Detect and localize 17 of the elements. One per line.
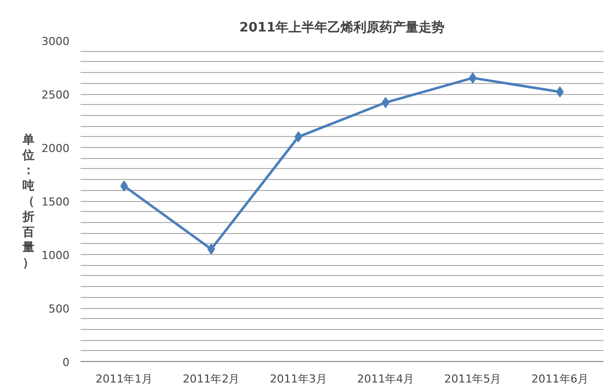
x-tick-label: 2011年4月: [357, 372, 414, 386]
y-tick-label: 500: [48, 302, 70, 316]
point: [468, 72, 477, 84]
x-tick-label: 2011年6月: [531, 372, 588, 386]
chart-title: 2011年上半年乙烯利原药产量走势: [239, 20, 445, 36]
y-tick-label: 1000: [42, 249, 70, 262]
y-tick-label: 2500: [42, 88, 70, 102]
y-tick-label: 0: [62, 356, 70, 369]
y-tick-label: 1500: [42, 196, 70, 208]
x-tick-label: 2011年5月: [444, 372, 502, 386]
x-tick-label: 2011年3月: [270, 372, 327, 386]
x-tick-label: 2011年1月: [96, 372, 153, 386]
y-tick-label: 3000: [42, 35, 70, 48]
text: 单位：吨（折百量）: [22, 132, 35, 270]
x-tick-label: 2011年2月: [182, 372, 240, 386]
y-tick-label: 2000: [42, 142, 70, 155]
point: [207, 244, 216, 255]
